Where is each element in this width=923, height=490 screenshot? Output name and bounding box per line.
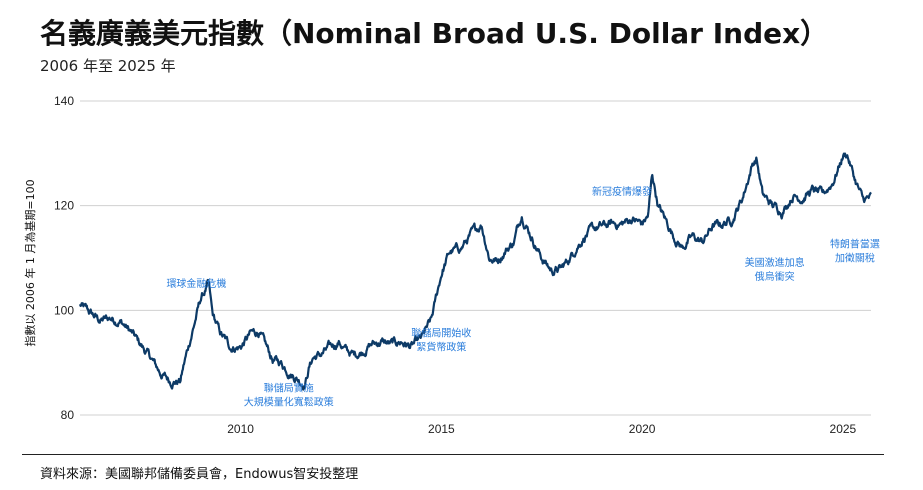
annotation-line: 大規模量化寬鬆政策 xyxy=(244,395,334,408)
annotation-line: 緊貨幣政策 xyxy=(416,341,466,354)
page-title: 名義廣義美元指數（Nominal Broad U.S. Dollar Index… xyxy=(40,17,829,50)
annotation-line: 美國激進加息 xyxy=(745,256,805,269)
y-tick-label: 120 xyxy=(54,199,74,213)
annotation-text: 新冠疫情爆發 xyxy=(592,185,652,198)
y-tick-label: 80 xyxy=(61,408,75,422)
annotation-text: 聯儲局實施大規模量化寬鬆政策 xyxy=(244,381,334,408)
footer-divider xyxy=(22,454,884,455)
y-axis-ticks: 80 100 120 140 xyxy=(54,94,74,422)
y-axis-label: 指數以 2006 年 1 月為基期=100 xyxy=(23,179,37,346)
annotation-text: 聯儲局開始收緊貨幣政策 xyxy=(411,327,471,354)
annotation-text: 特朗普當選加徵關稅 xyxy=(830,238,880,265)
x-tick-label: 2015 xyxy=(428,422,455,436)
annotation-line: 俄烏衝突 xyxy=(755,270,795,283)
annotation-text: 美國激進加息俄烏衝突 xyxy=(745,256,805,283)
annotation-line: 環球金融危機 xyxy=(166,277,226,290)
annotation-line: 加徵關稅 xyxy=(835,252,875,265)
x-axis-ticks: 2010 2015 2020 2025 xyxy=(227,422,856,436)
source-note: 資料來源：美國聯邦儲備委員會，Endowus智安投整理 xyxy=(40,467,359,482)
annotation-line: 聯儲局實施 xyxy=(264,381,314,394)
annotation-text: 環球金融危機 xyxy=(166,277,226,290)
y-tick-label: 140 xyxy=(54,94,74,108)
page-subtitle: 2006 年至 2025 年 xyxy=(40,57,176,75)
x-tick-label: 2025 xyxy=(830,422,857,436)
annotation-line: 新冠疫情爆發 xyxy=(592,185,652,198)
annotation-line: 特朗普當選 xyxy=(830,238,880,251)
annotation-line: 聯儲局開始收 xyxy=(411,327,471,340)
line-chart: 80 100 120 140 2010 2015 2020 2025 指數以 2006 年 … xyxy=(23,94,880,436)
x-tick-label: 2020 xyxy=(629,422,656,436)
x-tick-label: 2010 xyxy=(227,422,254,436)
series-line xyxy=(78,152,872,391)
y-tick-label: 100 xyxy=(54,303,74,317)
